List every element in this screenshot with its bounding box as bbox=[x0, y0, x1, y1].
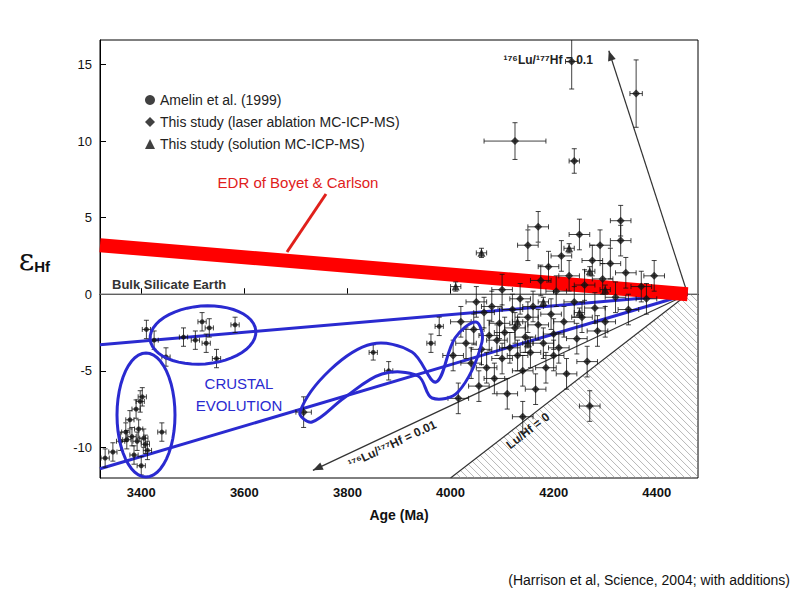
svg-text:3600: 3600 bbox=[230, 485, 259, 500]
svg-text:ε: ε bbox=[19, 242, 35, 277]
svg-text:EVOLUTION: EVOLUTION bbox=[196, 397, 283, 414]
svg-text:¹⁷⁶Lu/¹⁷⁷Hf = 0.1: ¹⁷⁶Lu/¹⁷⁷Hf = 0.1 bbox=[503, 53, 593, 67]
svg-text:¹⁷⁶Lu/¹⁷⁷Hf = 0.01: ¹⁷⁶Lu/¹⁷⁷Hf = 0.01 bbox=[346, 417, 439, 471]
svg-text:-10: -10 bbox=[73, 440, 92, 455]
svg-text:15: 15 bbox=[78, 57, 92, 72]
svg-text:0: 0 bbox=[85, 287, 92, 302]
svg-text:This study (solution MC-ICP-MS: This study (solution MC-ICP-MS) bbox=[160, 136, 365, 152]
svg-text:EDR of Boyet & Carlson: EDR of Boyet & Carlson bbox=[218, 174, 379, 191]
svg-text:3800: 3800 bbox=[333, 485, 362, 500]
svg-text:5: 5 bbox=[85, 210, 92, 225]
svg-text:This study (laser ablation MC-: This study (laser ablation MC-ICP-MS) bbox=[160, 114, 400, 130]
svg-text:Amelin et al. (1999): Amelin et al. (1999) bbox=[160, 92, 281, 108]
svg-text:(Harrison et al, Science, 2004: (Harrison et al, Science, 2004; with add… bbox=[508, 572, 790, 588]
svg-text:10: 10 bbox=[78, 134, 92, 149]
svg-text:Bulk Silicate Earth: Bulk Silicate Earth bbox=[112, 277, 226, 292]
svg-text:3400: 3400 bbox=[127, 485, 156, 500]
svg-text:Hf: Hf bbox=[34, 258, 51, 275]
svg-text:Lu/Hf = 0: Lu/Hf = 0 bbox=[503, 409, 552, 451]
svg-text:4000: 4000 bbox=[436, 485, 465, 500]
svg-text:4400: 4400 bbox=[642, 485, 671, 500]
svg-text:Age (Ma): Age (Ma) bbox=[369, 507, 428, 523]
svg-text:CRUSTAL: CRUSTAL bbox=[205, 375, 274, 392]
svg-text:4200: 4200 bbox=[539, 485, 568, 500]
svg-text:-5: -5 bbox=[80, 363, 92, 378]
